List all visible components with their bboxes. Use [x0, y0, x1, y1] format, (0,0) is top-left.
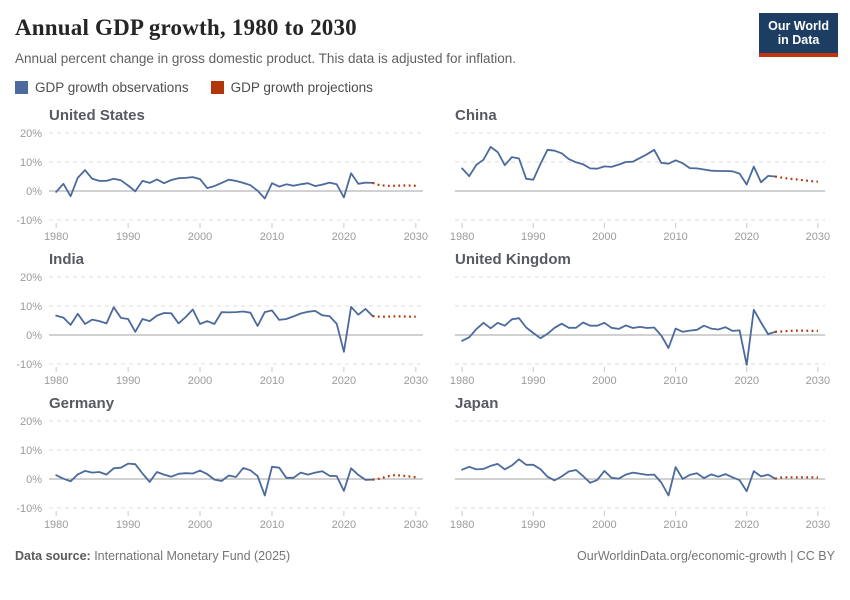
x-tick-label: 1990 [521, 231, 545, 243]
x-tick-label: 1980 [450, 375, 474, 387]
x-tick-label: 2020 [734, 231, 758, 243]
x-tick-label: 2020 [734, 519, 758, 531]
y-tick-label: 10% [20, 157, 42, 169]
x-tick-label: 1990 [116, 375, 140, 387]
y-tick-label: 10% [20, 301, 42, 313]
legend-item-observations: GDP growth observations [15, 80, 189, 95]
x-tick-label: 2000 [592, 231, 616, 243]
x-tick-label: 2000 [592, 519, 616, 531]
x-tick-label: 2000 [592, 375, 616, 387]
united-states-chart: 20% 10% 0% -10%1980 1990 2000 2010 2020 2030 [16, 128, 428, 243]
x-tick-label: 2010 [663, 231, 687, 243]
x-tick-label: 2010 [663, 519, 687, 531]
y-tick-label: 10% [20, 445, 42, 457]
x-tick-label: 1980 [450, 231, 474, 243]
panel-title: United States [49, 107, 145, 125]
gdp-observations-line [461, 309, 777, 366]
gdp-projections-line [372, 315, 416, 318]
x-tick-label: 2030 [806, 375, 830, 387]
x-tick-label: 2010 [260, 519, 284, 531]
y-tick-label: 20% [20, 416, 42, 428]
x-tick-label: 1980 [44, 519, 68, 531]
gdp-projections-line [775, 329, 818, 334]
x-tick-label: 1990 [116, 231, 140, 243]
china-chart: 1980 1990 2000 2010 2020 2030 [450, 132, 830, 243]
observations-swatch-icon [15, 81, 28, 95]
gdp-observations-line [55, 169, 374, 200]
x-tick-label: 1990 [521, 519, 545, 531]
x-tick-label: 1990 [521, 375, 545, 387]
y-tick-label: 20% [20, 272, 42, 284]
panel-japan: Japan 1980 1990 2000 2010 2020 2030 [433, 393, 835, 533]
chart-legend: GDP growth observations GDP growth proje… [15, 80, 835, 95]
panel-united-states: United States 20% 10% 0% -10% 1980 1990 2000 20… [15, 105, 433, 245]
x-tick-label: 2030 [404, 375, 428, 387]
data-source: Data source: International Monetary Fund… [15, 549, 290, 563]
x-tick-label: 2010 [260, 375, 284, 387]
x-tick-label: 1980 [44, 375, 68, 387]
owid-logo-line2: in Data [777, 33, 820, 48]
x-tick-label: 2020 [332, 519, 356, 531]
panel-germany: Germany 20% 10% 0% -10% 1980 1990 2000 2010 2020… [15, 393, 433, 533]
chart-footer: Data source: International Monetary Fund… [0, 533, 850, 563]
x-tick-label: 1990 [116, 519, 140, 531]
x-tick-label: 2000 [188, 519, 212, 531]
panel-china: China 1980 1990 2000 2010 2020 2030 [433, 105, 835, 245]
y-tick-label: 20% [20, 128, 42, 140]
germany-chart: 20% 10% 0% -10%1980 1990 2000 2010 2020 2030 [16, 416, 428, 531]
gdp-observations-line [55, 462, 374, 497]
x-tick-label: 2030 [404, 519, 428, 531]
x-tick-label: 2030 [806, 519, 830, 531]
data-source-value: International Monetary Fund (2025) [90, 549, 291, 564]
y-tick-label: 0% [26, 186, 42, 198]
owid-logo-line1: Our World [768, 19, 829, 33]
x-tick-label: 2030 [404, 231, 428, 243]
x-tick-label: 2020 [332, 231, 356, 243]
chart-header: Annual GDP growth, 1980 to 2030 Annual p… [0, 0, 850, 95]
india-chart: 20% 10% 0% -10%1980 1990 2000 2010 2020 2030 [16, 272, 428, 387]
x-tick-label: 2020 [332, 375, 356, 387]
y-tick-label: 0% [26, 330, 42, 342]
x-tick-label: 2010 [663, 375, 687, 387]
x-tick-label: 1980 [450, 519, 474, 531]
chart-subtitle: Annual percent change in gross domestic … [15, 50, 517, 66]
panel-title: United Kingdom [455, 251, 571, 269]
x-tick-label: 2000 [188, 375, 212, 387]
x-tick-label: 2030 [806, 231, 830, 243]
footer-link[interactable]: OurWorldinData.org/economic-growth | CC … [577, 549, 835, 564]
x-tick-label: 2010 [260, 231, 284, 243]
y-tick-label: -10% [16, 215, 42, 227]
gdp-projections-line [775, 175, 818, 183]
facet-grid: United States 20% 10% 0% -10% 1980 1990 2000 20… [0, 105, 850, 533]
panel-india: India 20% 10% 0% -10% 1980 1990 2000 2010 2020 20… [15, 249, 433, 389]
gdp-observations-line [461, 146, 777, 186]
projections-swatch-icon [210, 81, 224, 95]
y-tick-label: -10% [16, 503, 42, 515]
gdp-projections-line [372, 474, 416, 481]
panel-title: India [49, 251, 85, 269]
gdp-projections-line [372, 181, 416, 188]
gdp-observations-line [461, 458, 777, 497]
data-source-label: Data source: [15, 549, 91, 564]
x-tick-label: 2020 [734, 375, 758, 387]
gdp-observations-line [55, 306, 374, 353]
gdp-projections-line [774, 476, 818, 480]
x-tick-label: 1980 [44, 231, 68, 243]
y-tick-label: 0% [26, 474, 42, 486]
page-title: Annual GDP growth, 1980 to 2030 [15, 15, 357, 40]
y-tick-label: -10% [16, 359, 42, 371]
japan-chart: 1980 1990 2000 2010 2020 2030 [450, 420, 830, 531]
legend-label: GDP growth projections [230, 80, 373, 96]
legend-item-projections: GDP growth projections [210, 80, 373, 96]
legend-label: GDP growth observations [35, 80, 189, 96]
united-kingdom-chart: 1980 1990 2000 2010 2020 2030 [450, 276, 830, 387]
owid-logo: Our World in Data [759, 13, 838, 57]
panel-united-kingdom: United Kingdom 1980 1990 2000 2010 2020 2030 [433, 249, 835, 389]
panel-title: China [455, 107, 497, 125]
panel-title: Germany [49, 395, 115, 413]
panel-title: Japan [455, 395, 499, 413]
x-tick-label: 2000 [188, 231, 212, 243]
